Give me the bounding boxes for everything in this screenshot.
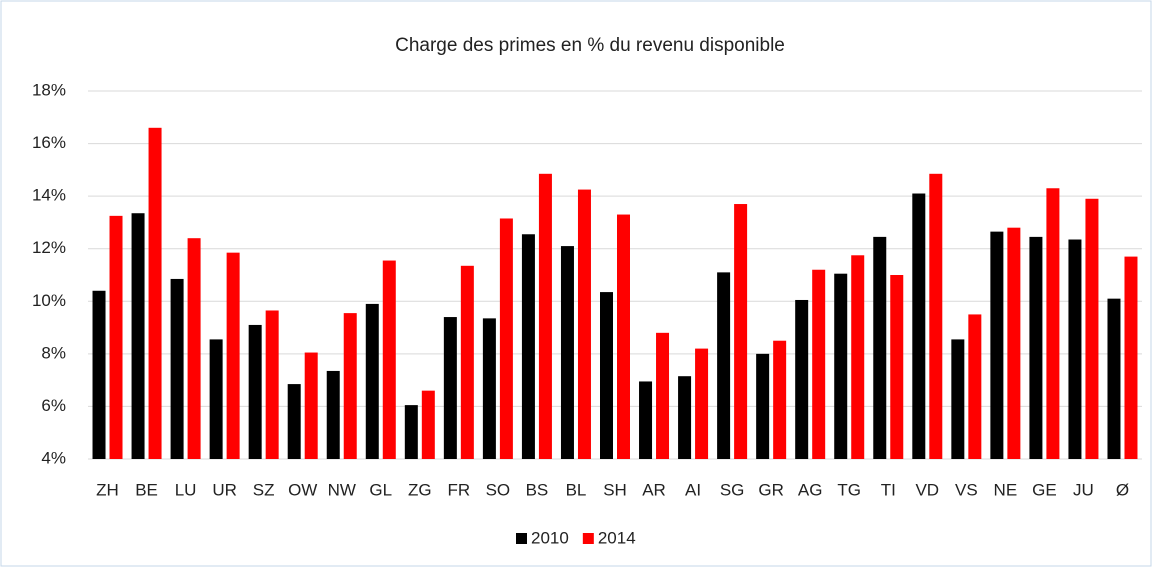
bar (1007, 227, 1021, 459)
x-tick-label: OW (288, 480, 317, 499)
bar (890, 275, 904, 459)
y-tick-label: 12% (32, 238, 66, 257)
bar (365, 303, 379, 459)
bar (812, 269, 826, 459)
bar (304, 352, 318, 459)
bar (1029, 236, 1043, 459)
x-tick-label: SG (720, 480, 745, 499)
x-tick-label: Ø (1116, 480, 1129, 499)
x-tick-label: LU (175, 480, 197, 499)
bar (851, 255, 865, 459)
bar (187, 238, 201, 459)
bar (538, 173, 552, 460)
x-tick-label: NE (994, 480, 1018, 499)
bar (1085, 198, 1099, 459)
bar (873, 236, 887, 459)
bar (678, 376, 692, 459)
bar (170, 278, 184, 459)
legend-label: 2014 (598, 528, 636, 547)
bar (756, 353, 770, 459)
x-tick-label: ZG (408, 480, 432, 499)
x-tick-label: TG (837, 480, 861, 499)
y-tick-label: 4% (41, 448, 66, 467)
bar (773, 340, 787, 459)
legend-swatch (582, 533, 594, 544)
x-tick-label: FR (448, 480, 471, 499)
bar (600, 292, 613, 459)
x-tick-label: BE (135, 480, 158, 499)
bar (639, 381, 653, 459)
bar (248, 324, 262, 459)
bar (443, 317, 457, 459)
bar (226, 252, 240, 459)
bar (1068, 239, 1082, 459)
chart-title: Charge des primes en % du revenu disponi… (395, 35, 785, 56)
y-tick-label: 14% (32, 186, 66, 205)
x-tick-label: SH (603, 480, 627, 499)
x-tick-label: GE (1032, 480, 1057, 499)
bar (968, 314, 982, 459)
bar (326, 370, 340, 459)
bar (834, 273, 848, 459)
bar (521, 234, 535, 459)
bar (131, 213, 145, 459)
y-tick-label: 6% (41, 396, 66, 415)
bar (1107, 298, 1121, 459)
bar (265, 310, 279, 459)
x-tick-label: VS (955, 480, 978, 499)
x-tick-label: ZH (96, 480, 119, 499)
bar (951, 339, 965, 459)
y-tick-label: 16% (32, 133, 66, 152)
x-tick-label: GR (758, 480, 784, 499)
bar (382, 260, 396, 459)
x-tick-label: JU (1073, 480, 1094, 499)
bar (656, 332, 670, 459)
bar (343, 313, 357, 459)
x-tick-label: SO (486, 480, 511, 499)
bar (990, 231, 1004, 459)
x-tick-label: BL (566, 480, 587, 499)
y-tick-label: 18% (32, 80, 66, 99)
bar (795, 299, 809, 459)
legend-label: 2010 (531, 528, 569, 547)
bar (209, 339, 223, 459)
bar (460, 265, 474, 459)
bar (734, 204, 748, 459)
bar (499, 218, 513, 459)
x-tick-label: SZ (253, 480, 275, 499)
bar (695, 348, 709, 459)
bar (1124, 256, 1138, 459)
x-tick-label: AG (798, 480, 823, 499)
bar (421, 390, 435, 459)
x-tick-label: AR (642, 480, 666, 499)
x-tick-label: TI (881, 480, 896, 499)
bar (717, 272, 731, 459)
bar (109, 215, 123, 459)
x-tick-label: VD (915, 480, 939, 499)
bar (404, 405, 418, 459)
x-tick-label: BS (526, 480, 549, 499)
legend-swatch (516, 533, 527, 544)
x-tick-label: AI (685, 480, 701, 499)
x-tick-label: UR (212, 480, 237, 499)
y-tick-label: 8% (41, 343, 66, 362)
bar (912, 193, 926, 459)
x-tick-label: GL (369, 480, 392, 499)
bar (287, 384, 301, 459)
bar (148, 127, 162, 460)
x-tick-label: NW (328, 480, 356, 499)
bar (577, 189, 591, 460)
bar (560, 246, 574, 459)
bar (482, 318, 496, 459)
bar (929, 173, 943, 460)
y-tick-label: 10% (32, 291, 66, 310)
bar (617, 214, 630, 459)
bar (92, 290, 106, 459)
bar (1046, 188, 1060, 459)
